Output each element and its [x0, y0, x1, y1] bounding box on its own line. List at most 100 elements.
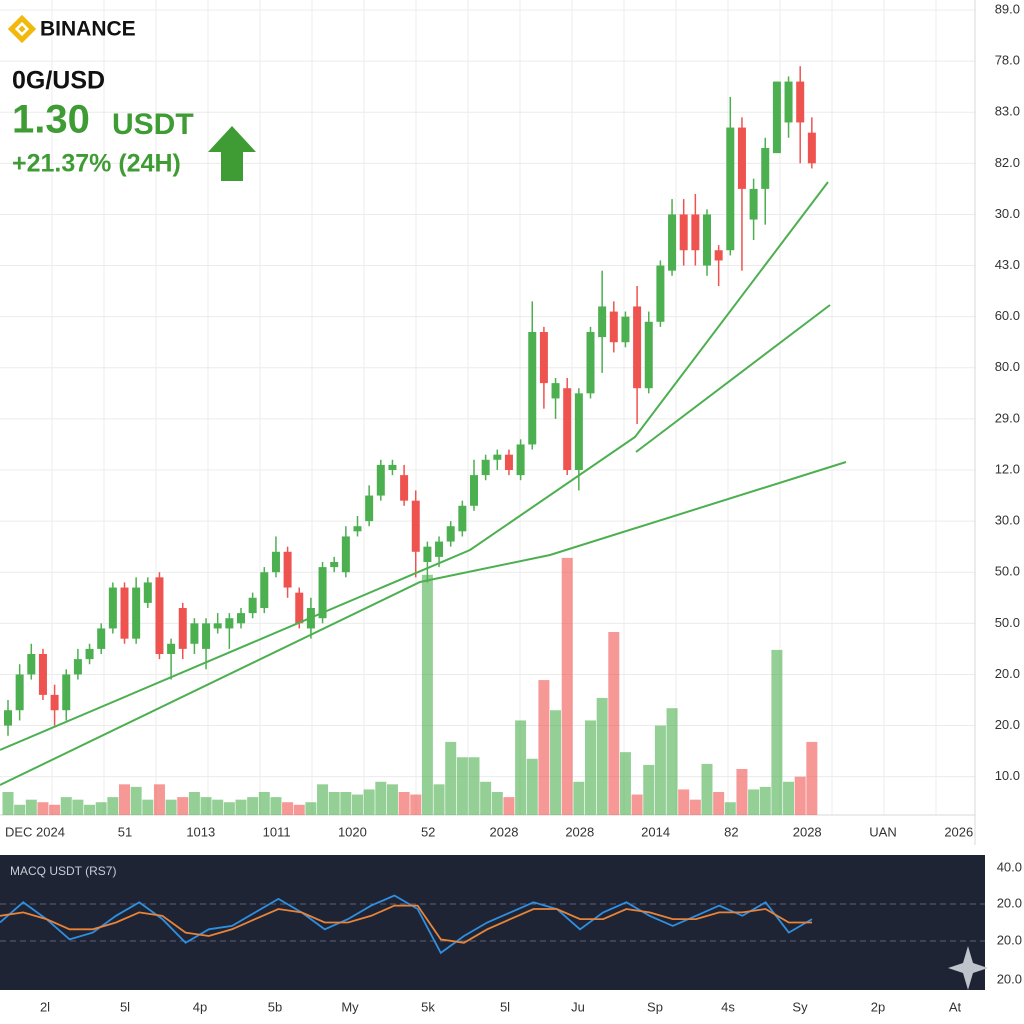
x-tick-label: UAN	[869, 824, 896, 839]
candle-body	[330, 562, 339, 568]
candle-body	[586, 332, 595, 394]
candle-body	[15, 674, 24, 711]
candle-body	[353, 526, 362, 532]
volume-bar	[421, 574, 433, 815]
macd-x-label: 5k	[421, 999, 435, 1014]
candle-body	[341, 536, 350, 573]
volume-bar	[410, 794, 422, 815]
y-tick-label: 30.0	[995, 206, 1020, 221]
candle-body	[225, 618, 234, 629]
macd-layer	[0, 894, 813, 955]
x-tick-label: 1013	[186, 824, 215, 839]
volume-bar	[386, 784, 398, 815]
price-unit: USDT	[112, 108, 194, 141]
macd-x-label: Sp	[647, 999, 663, 1014]
candle-body	[143, 582, 152, 603]
macd-line	[0, 894, 813, 955]
volume-bar	[561, 557, 573, 815]
candle-body	[796, 81, 805, 123]
volume-bar	[526, 758, 538, 815]
pair: 0G/USD	[12, 67, 105, 95]
candle-body	[62, 674, 71, 711]
volume-bar	[352, 794, 363, 815]
candle-body	[155, 577, 164, 654]
candle-body	[108, 587, 117, 629]
macd-axis-label: 20.0	[997, 895, 1022, 910]
grid	[0, 0, 975, 815]
y-tick-label: 50.0	[995, 564, 1020, 579]
volume-bar	[398, 792, 410, 815]
candle-body	[260, 572, 269, 608]
candle-body	[202, 623, 211, 649]
candle-body	[365, 495, 374, 522]
candle-body	[411, 500, 420, 552]
volume-bar	[631, 794, 643, 815]
x-tick-label: 51	[118, 824, 132, 839]
candle-body	[714, 250, 723, 261]
macd-axis-label: 20.0	[997, 971, 1022, 986]
volume-bar	[270, 797, 282, 815]
candle-body	[318, 567, 327, 619]
candle-body	[248, 597, 257, 614]
change: +21.37% (24H)	[12, 150, 181, 178]
volume-bar	[666, 708, 678, 815]
candle-body	[85, 648, 94, 660]
volume-bar	[736, 769, 748, 815]
volume-bar	[701, 763, 713, 815]
candle-body	[749, 188, 758, 220]
candle-body	[668, 214, 677, 271]
volume-bar	[713, 792, 725, 815]
x-tick-label: 1011	[263, 824, 291, 839]
candle-body	[435, 541, 444, 557]
price: 1.30	[12, 98, 90, 142]
candle-body	[423, 546, 432, 562]
volume-bar	[95, 802, 107, 815]
candle-body	[213, 623, 222, 629]
candle-body	[283, 551, 292, 588]
volume-bar	[445, 741, 457, 815]
volume-bar	[573, 781, 585, 815]
candle-body	[470, 475, 478, 506]
volume-bar	[503, 797, 515, 815]
candle-body	[563, 388, 572, 470]
candle-body	[656, 265, 665, 322]
volume-layer	[2, 557, 818, 815]
macd-axis-label: 20.0	[997, 932, 1022, 947]
x-tick-label: 2026	[944, 824, 973, 839]
candle-body	[504, 454, 513, 470]
volume-bar	[72, 799, 84, 815]
candle-body	[167, 643, 176, 654]
volume-bar	[468, 757, 480, 815]
volume-bar	[678, 789, 690, 815]
volume-bar	[643, 764, 655, 815]
x-tick-label: DEC 2024	[5, 824, 65, 839]
trend-line	[0, 181, 829, 751]
candle-body	[190, 623, 199, 644]
volume-bar	[200, 797, 212, 815]
candle-body	[178, 608, 187, 649]
candle-body	[400, 475, 409, 501]
macd-x-label: 4s	[721, 999, 735, 1014]
volume-bar	[142, 799, 154, 815]
macd-x-label: Ju	[571, 999, 585, 1014]
volume-bar	[771, 649, 783, 815]
volume-bar	[724, 802, 736, 815]
macd-x-label: 4p	[193, 999, 207, 1014]
candle-body	[493, 454, 502, 460]
volume-bar	[433, 784, 445, 815]
x-tick-label: 82	[724, 824, 738, 839]
volume-bar	[363, 789, 375, 815]
candle-body	[27, 654, 36, 675]
y-tick-label: 12.0	[995, 461, 1020, 476]
volume-bar	[282, 802, 294, 815]
y-tick-label: 30.0	[995, 513, 1020, 528]
candle-body	[376, 464, 385, 496]
logo	[7, 14, 37, 44]
candle-body	[38, 654, 47, 695]
volume-bar	[689, 799, 701, 815]
candle-body	[691, 214, 700, 251]
volume-bar	[25, 799, 37, 815]
candle-body	[772, 81, 781, 154]
volume-bar	[60, 797, 72, 815]
candle-body	[609, 311, 618, 343]
